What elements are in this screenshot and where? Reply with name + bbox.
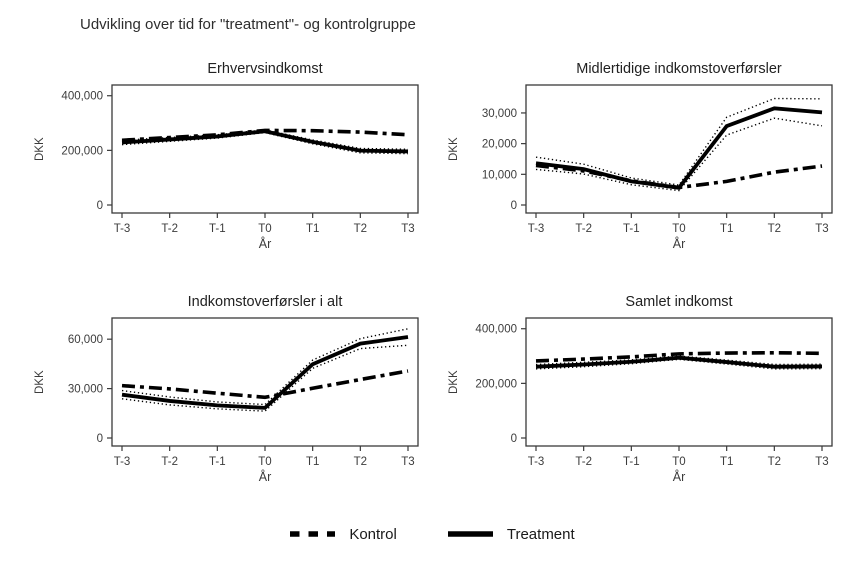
series-line-treatment-ci-lower [535,117,823,192]
x-tick-label: T2 [768,223,781,235]
plot-area-i-alt: 0 30,000 60,000 T-3 T-2 T-1 T0 T1 T2 T3 [68,317,419,468]
series-line-treatment-ci-lower [121,131,409,155]
y-tick-label: 400,000 [475,324,517,336]
series-line-treatment-ci-upper [121,129,409,150]
x-tick-label: T-2 [575,456,592,468]
series-line-treatment-ci-upper [121,328,409,406]
legend-label-treatment: Treatment [506,525,575,543]
x-tick-label: T0 [258,456,271,468]
series-line-treatment-ci-lower [121,344,409,412]
y-tick-label: 0 [97,200,103,212]
series-line-treatment [535,106,823,190]
y-tick-label: 200,000 [475,378,517,390]
x-tick-label: T-3 [114,456,131,468]
y-tick-label: 400,000 [61,91,103,103]
series-line-treatment [535,355,823,369]
y-tick-label: 30,000 [68,384,103,396]
plot-area-midlertidige: 0 10,000 20,000 30,000 T-3 T-2 T-1 T0 T1 T2 T3 [482,84,833,235]
x-tick-label: T-2 [161,223,178,235]
series-line-treatment-ci-upper [535,97,823,186]
x-tick-label: T3 [401,223,414,235]
y-tick-label: 10,000 [482,169,517,181]
y-tick-label: 0 [511,200,517,212]
axis-box [111,317,419,447]
panel-samlet-indkomst: Samlet indkomst 0 200,000 400,000 T-3 T-2 T-1… [444,294,848,502]
x-tick-label: T-1 [209,223,226,235]
series-line-kontrol [121,128,409,143]
chart-title: Samlet indkomst [625,294,733,310]
y-axis-label: DKK [448,370,460,394]
legend-item-kontrol: Kontrol [289,526,397,543]
legend-label-kontrol: Kontrol [349,525,397,543]
y-tick-label: 0 [511,433,517,445]
x-tick-label: T-3 [528,223,545,235]
chart-title: Erhvervsindkomst [207,61,323,77]
plot-area-samlet: 0 200,000 400,000 T-3 T-2 T-1 T0 T1 T2 T3 [475,317,833,468]
kontrol-line-sample-icon [290,531,336,537]
x-tick-label: T1 [720,456,733,468]
x-tick-label: T0 [258,223,271,235]
y-tick-label: 30,000 [482,108,517,120]
x-tick-label: T-3 [114,223,131,235]
series-line-kontrol [535,350,823,363]
x-tick-label: T1 [306,456,319,468]
x-tick-label: T1 [306,223,319,235]
axis-box [525,84,833,214]
treatment-line-sample-icon [447,531,493,537]
panel-midlertidige-indkomstoverfoersler: Midlertidige indkomstoverførsler 0 10,000… [444,61,848,269]
panel-erhvervsindkomst: Erhvervsindkomst 0 200,000 400,000 T-3 T-2 T-… [30,61,434,269]
x-tick-label: T1 [720,223,733,235]
y-axis-label: DKK [34,370,46,394]
x-tick-label: T0 [672,223,685,235]
x-tick-label: T-2 [161,456,178,468]
x-axis-label: År [672,470,686,484]
x-tick-label: T0 [672,456,685,468]
figure-title: Udvikling over tid for "treatment"- og k… [80,16,416,33]
plot-area-erhvervsindkomst: 0 200,000 400,000 T-3 T-2 T-1 T0 T1 T2 T3 [61,84,419,235]
y-tick-label: 20,000 [482,139,517,151]
axis-box [525,317,833,447]
panel-indkomstoverfoersler-i-alt: Indkomstoverførsler i alt 0 30,000 60,000 T… [30,294,434,502]
legend: Kontrol Treatment [0,522,864,546]
x-tick-label: T-3 [528,456,545,468]
x-tick-label: T3 [815,456,828,468]
x-tick-label: T2 [354,456,367,468]
x-tick-label: T-1 [623,223,640,235]
legend-item-treatment: Treatment [447,526,575,543]
series-line-treatment [121,335,409,410]
x-tick-label: T-1 [623,456,640,468]
x-tick-label: T2 [354,223,367,235]
series-line-kontrol [121,369,409,400]
x-tick-label: T-1 [209,456,226,468]
y-tick-label: 200,000 [61,145,103,157]
x-tick-label: T3 [815,223,828,235]
x-axis-label: År [258,470,272,484]
y-tick-label: 60,000 [68,334,103,346]
y-tick-label: 0 [97,433,103,445]
y-axis-label: DKK [34,137,46,161]
x-tick-label: T2 [768,456,781,468]
y-axis-label: DKK [448,137,460,161]
x-tick-label: T3 [401,456,414,468]
x-axis-label: År [258,237,272,251]
series-line-treatment [121,129,409,154]
chart-title: Indkomstoverførsler i alt [187,294,343,310]
x-axis-label: År [672,237,686,251]
series-line-kontrol [535,163,823,190]
chart-title: Midlertidige indkomstoverførsler [576,61,782,77]
x-tick-label: T-2 [575,223,592,235]
